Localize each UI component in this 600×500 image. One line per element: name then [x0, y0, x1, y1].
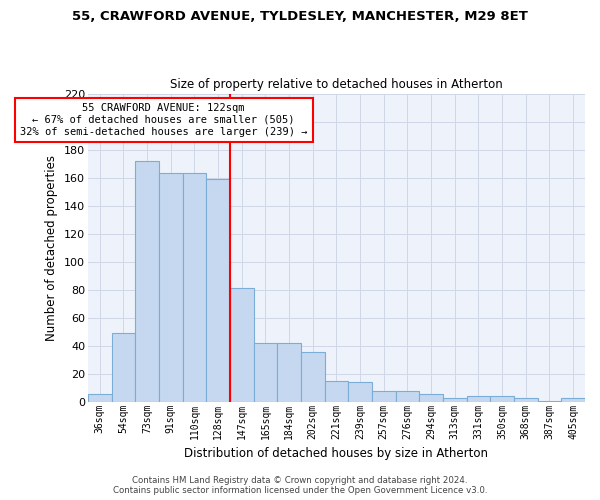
- Bar: [301, 352, 325, 402]
- Title: Size of property relative to detached houses in Atherton: Size of property relative to detached ho…: [170, 78, 503, 91]
- Bar: [182, 174, 206, 402]
- Bar: [395, 391, 419, 402]
- Bar: [443, 398, 467, 402]
- Bar: [254, 343, 277, 402]
- X-axis label: Distribution of detached houses by size in Atherton: Distribution of detached houses by size …: [184, 447, 488, 460]
- Bar: [348, 382, 372, 402]
- Bar: [467, 396, 490, 402]
- Bar: [325, 381, 348, 402]
- Text: 55, CRAWFORD AVENUE, TYLDESLEY, MANCHESTER, M29 8ET: 55, CRAWFORD AVENUE, TYLDESLEY, MANCHEST…: [72, 10, 528, 23]
- Bar: [277, 343, 301, 402]
- Bar: [88, 394, 112, 402]
- Bar: [514, 398, 538, 402]
- Bar: [562, 398, 585, 402]
- Bar: [372, 391, 395, 402]
- Bar: [135, 161, 159, 402]
- Bar: [230, 288, 254, 402]
- Bar: [490, 396, 514, 402]
- Text: 55 CRAWFORD AVENUE: 122sqm
← 67% of detached houses are smaller (505)
32% of sem: 55 CRAWFORD AVENUE: 122sqm ← 67% of deta…: [20, 104, 307, 136]
- Y-axis label: Number of detached properties: Number of detached properties: [46, 155, 58, 341]
- Bar: [112, 334, 135, 402]
- Bar: [419, 394, 443, 402]
- Text: Contains HM Land Registry data © Crown copyright and database right 2024.
Contai: Contains HM Land Registry data © Crown c…: [113, 476, 487, 495]
- Bar: [159, 174, 182, 402]
- Bar: [538, 400, 562, 402]
- Bar: [206, 179, 230, 402]
